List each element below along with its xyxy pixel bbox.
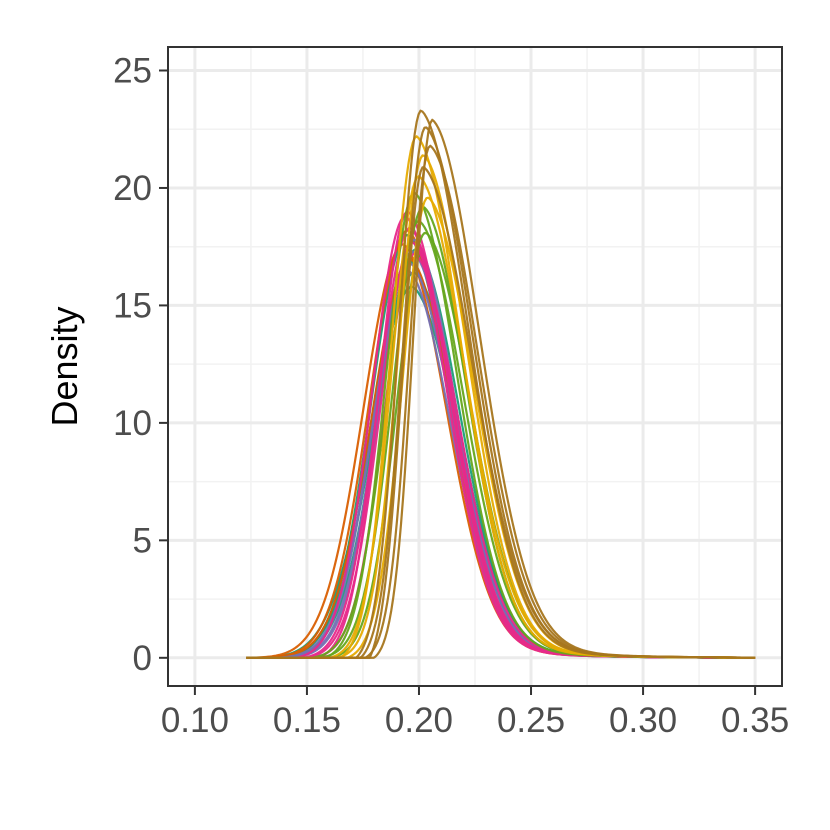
y-tick-label: 20 [113, 169, 152, 208]
density-curve-30 [246, 118, 756, 659]
axes: 0 5 10 15 20 25 0.10 0.15 0.20 0.25 0.30 0.35 [113, 51, 789, 740]
x-tick-label: 0.30 [609, 701, 677, 740]
x-tick-label: 0.15 [273, 701, 341, 740]
density-curve-20 [246, 191, 756, 659]
x-tick-label: 0.35 [721, 701, 789, 740]
density-curve-26 [246, 109, 756, 659]
x-tick-label: 0.10 [161, 701, 229, 740]
y-tick-label: 5 [133, 521, 152, 560]
y-tick-label: 15 [113, 286, 152, 325]
x-tick-label: 0.20 [385, 701, 453, 740]
x-tick-label: 0.25 [497, 701, 565, 740]
density-curve-27 [246, 126, 756, 659]
density-curves [246, 109, 756, 659]
density-curve-28 [246, 144, 756, 659]
y-axis-title: Density [44, 306, 85, 426]
density-curve-24 [246, 135, 756, 659]
panel-border [167, 46, 783, 687]
density-curve-29 [246, 166, 756, 659]
density-curve-16 [246, 252, 756, 659]
y-tick-label: 25 [113, 51, 152, 90]
density-curve-23 [246, 154, 756, 659]
y-tick-label: 0 [133, 639, 152, 678]
y-tick-label: 10 [113, 404, 152, 443]
